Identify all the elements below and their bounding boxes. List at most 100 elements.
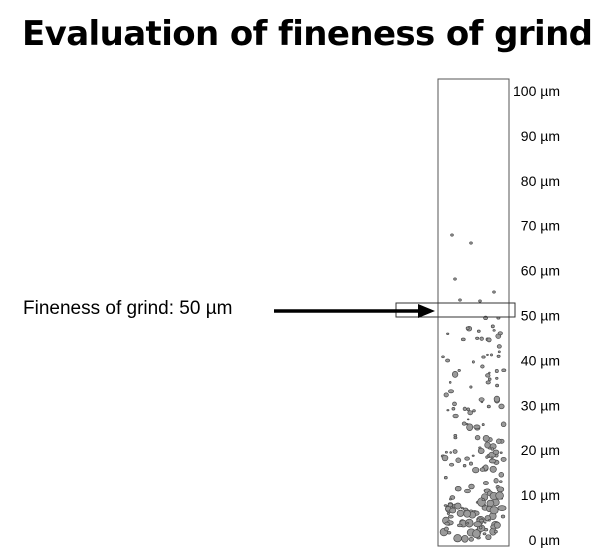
particle	[478, 299, 482, 303]
particle	[448, 381, 452, 384]
particle-field	[439, 233, 507, 543]
particle	[497, 505, 507, 511]
particle	[474, 435, 481, 441]
particle	[489, 506, 499, 515]
particle	[492, 449, 500, 455]
particle	[481, 423, 485, 427]
particle	[451, 371, 459, 378]
particle	[469, 241, 473, 245]
particle	[471, 360, 475, 364]
particle	[468, 483, 475, 490]
particle	[485, 455, 489, 459]
particle	[466, 407, 470, 412]
particle	[484, 441, 491, 449]
particle	[472, 529, 481, 539]
particle	[488, 458, 497, 464]
particle	[487, 377, 492, 381]
particle	[501, 368, 507, 373]
particle	[468, 536, 474, 542]
particle	[472, 466, 480, 474]
particle	[490, 456, 494, 460]
particle	[482, 434, 490, 442]
particle	[452, 401, 457, 407]
tick-label: 20 µm	[521, 442, 560, 458]
particle	[490, 447, 494, 451]
tick-label: 70 µm	[521, 218, 560, 234]
particle	[443, 526, 449, 532]
particle	[488, 519, 491, 522]
particle	[479, 467, 486, 472]
particle	[457, 523, 463, 528]
particle	[497, 350, 501, 354]
particle	[495, 376, 499, 380]
particle	[493, 395, 501, 403]
particle	[500, 456, 507, 462]
particle	[473, 521, 482, 528]
particle	[457, 368, 461, 372]
particle	[444, 450, 448, 454]
particle	[485, 534, 492, 541]
particle	[496, 438, 502, 444]
particle	[483, 521, 487, 524]
particle	[486, 404, 491, 409]
particle	[465, 326, 470, 330]
particle	[480, 364, 485, 369]
particle	[489, 465, 497, 473]
particle	[492, 290, 496, 294]
particle	[467, 410, 473, 416]
particle	[461, 534, 469, 543]
particle	[499, 480, 503, 483]
particle	[453, 434, 458, 438]
particle	[453, 534, 462, 543]
particle	[460, 337, 466, 342]
tick-label: 40 µm	[521, 352, 560, 368]
particle	[462, 464, 467, 468]
fineness-result-label: Fineness of grind: 50 µm	[23, 298, 233, 319]
particle	[490, 353, 493, 357]
particle	[449, 451, 452, 454]
particle	[443, 392, 449, 398]
particle	[441, 454, 449, 462]
reading-arrow	[274, 304, 435, 318]
particle	[499, 451, 503, 454]
tick-label: 30 µm	[521, 397, 560, 413]
particle	[444, 521, 450, 526]
particle	[486, 499, 495, 508]
particle	[446, 512, 450, 515]
particle	[449, 462, 455, 467]
particle	[493, 521, 501, 529]
particle	[481, 498, 486, 502]
particle	[453, 277, 457, 281]
tick-label: 10 µm	[521, 487, 560, 503]
particle	[465, 518, 474, 528]
particle	[473, 424, 481, 430]
particle	[479, 336, 484, 341]
particle	[447, 514, 454, 519]
particle	[443, 476, 448, 480]
particle	[488, 371, 491, 374]
particle	[454, 486, 462, 492]
particle	[493, 529, 498, 534]
particle	[451, 407, 456, 411]
particle	[448, 389, 454, 394]
particle	[486, 337, 492, 343]
gauge-channel	[437, 78, 510, 547]
particle	[475, 336, 480, 340]
particle	[472, 409, 476, 413]
particle	[476, 329, 481, 333]
particle	[461, 421, 467, 426]
scale-tick-labels: 100 µm 90 µm 80 µm 70 µm 60 µm 50 µm 40 µm 30 µ…	[513, 83, 560, 548]
tick-label: 90 µm	[521, 128, 560, 144]
particle	[498, 472, 505, 478]
particle	[460, 506, 464, 510]
particle	[500, 421, 507, 428]
particle	[452, 449, 458, 454]
particle	[496, 344, 502, 349]
particle	[445, 358, 451, 363]
particle	[441, 355, 445, 359]
particle	[486, 353, 489, 356]
particle	[478, 518, 485, 523]
particle	[446, 332, 450, 335]
page-title: Evaluation of fineness of grind	[22, 14, 593, 54]
